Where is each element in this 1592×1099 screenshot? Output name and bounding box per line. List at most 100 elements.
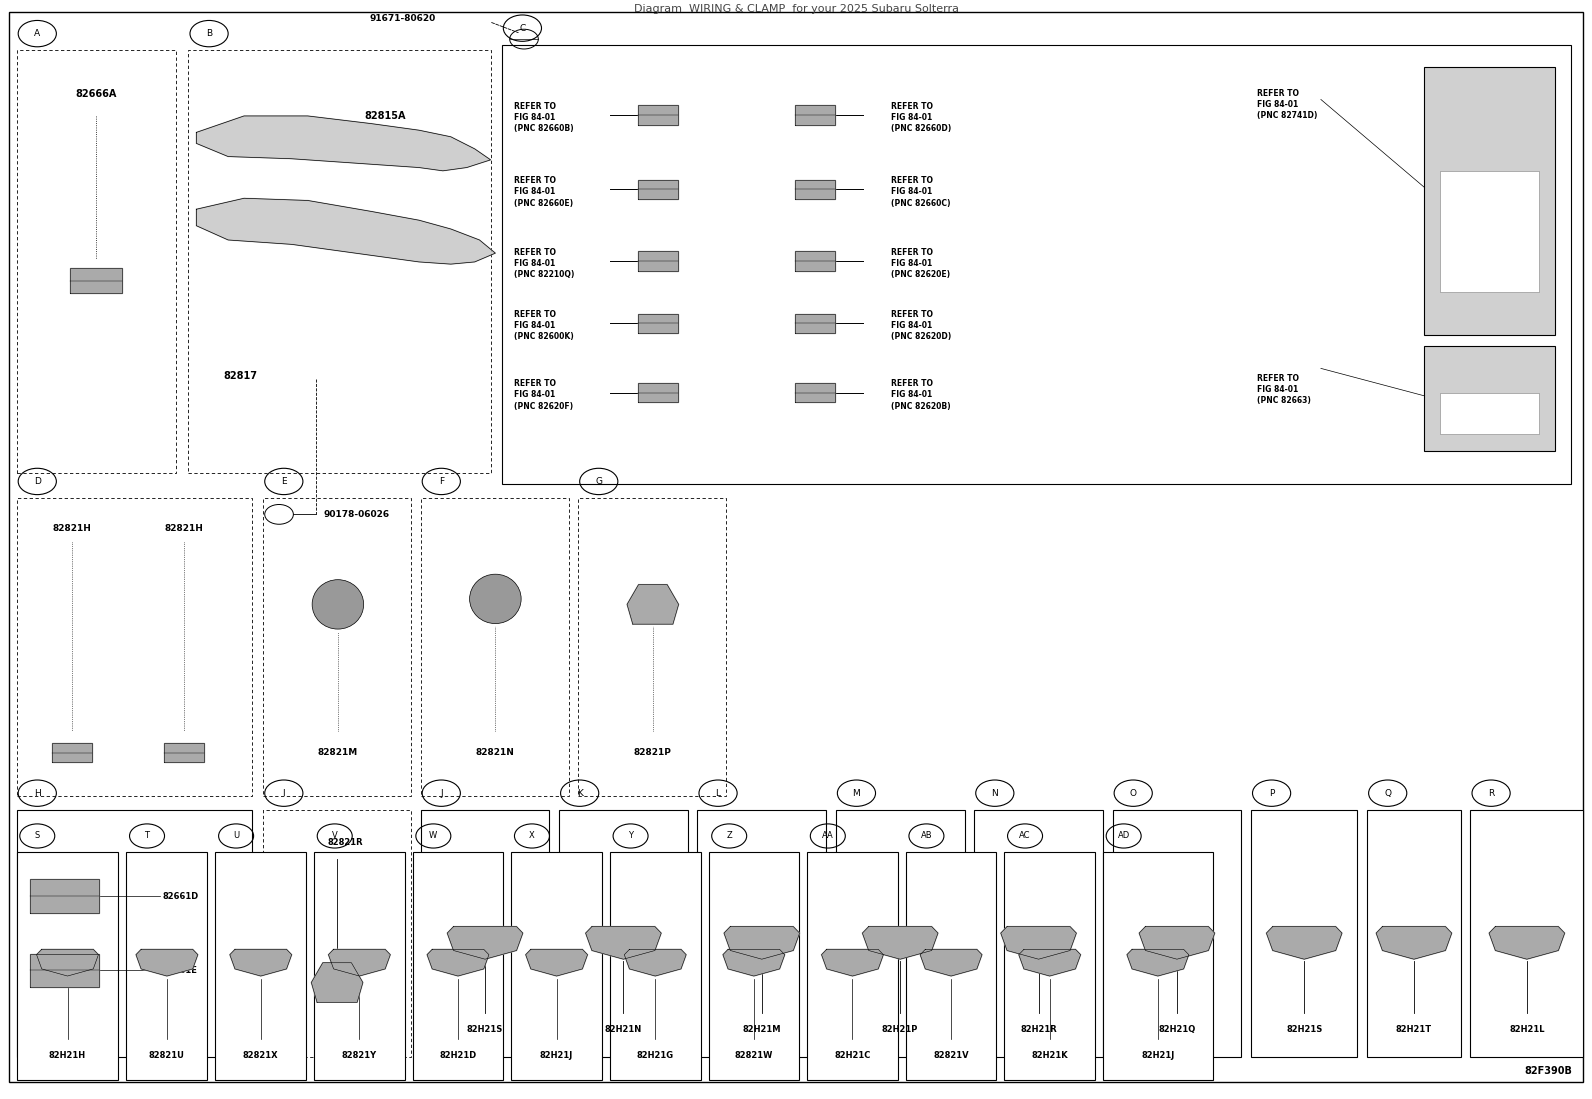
Text: REFER TO
FIG 84-01
(PNC 82741D): REFER TO FIG 84-01 (PNC 82741D)	[1258, 89, 1318, 120]
Text: T: T	[145, 832, 150, 841]
Text: REFER TO
FIG 84-01
(PNC 82600K): REFER TO FIG 84-01 (PNC 82600K)	[514, 310, 575, 342]
Text: 82H21D: 82H21D	[439, 1051, 476, 1061]
Polygon shape	[863, 926, 938, 959]
Text: 82F390B: 82F390B	[1525, 1066, 1573, 1076]
Polygon shape	[794, 252, 836, 270]
Text: I: I	[282, 789, 285, 798]
Polygon shape	[637, 252, 678, 270]
Polygon shape	[164, 743, 204, 763]
Text: 82821N: 82821N	[476, 748, 514, 757]
Bar	[1251, 810, 1358, 1056]
Polygon shape	[30, 954, 99, 987]
Bar	[16, 51, 175, 473]
Bar	[697, 810, 826, 1056]
Text: 82H21S: 82H21S	[1286, 1024, 1323, 1034]
Polygon shape	[624, 950, 686, 976]
Bar	[1368, 810, 1461, 1056]
Bar	[420, 810, 549, 1056]
Polygon shape	[53, 743, 92, 763]
Bar	[511, 853, 602, 1079]
Text: 82661D: 82661D	[162, 891, 199, 900]
Text: REFER TO
FIG 84-01
(PNC 82620F): REFER TO FIG 84-01 (PNC 82620F)	[514, 379, 573, 411]
Polygon shape	[1140, 926, 1215, 959]
Polygon shape	[821, 950, 884, 976]
Text: 82H21J: 82H21J	[540, 1051, 573, 1061]
Bar	[906, 853, 997, 1079]
Text: U: U	[232, 832, 239, 841]
Text: 82821H: 82821H	[164, 524, 204, 533]
Bar	[578, 498, 726, 797]
Polygon shape	[1019, 950, 1081, 976]
Text: AC: AC	[1019, 832, 1030, 841]
Polygon shape	[794, 382, 836, 402]
Text: 90178-06026: 90178-06026	[323, 510, 390, 519]
Polygon shape	[637, 106, 678, 124]
Polygon shape	[196, 198, 495, 264]
Bar	[1005, 853, 1095, 1079]
Polygon shape	[1001, 926, 1076, 959]
Polygon shape	[1489, 926, 1565, 959]
Polygon shape	[30, 879, 99, 912]
Polygon shape	[37, 950, 99, 976]
Bar	[807, 853, 898, 1079]
Bar	[412, 853, 503, 1079]
Polygon shape	[1127, 950, 1189, 976]
Text: C: C	[519, 24, 525, 33]
Polygon shape	[637, 382, 678, 402]
Polygon shape	[1266, 926, 1342, 959]
Text: 82815A: 82815A	[365, 111, 406, 121]
Text: X: X	[529, 832, 535, 841]
Text: 82821W: 82821W	[734, 1051, 774, 1061]
Bar	[1425, 346, 1555, 451]
Polygon shape	[794, 106, 836, 124]
Bar	[1103, 853, 1213, 1079]
Bar	[314, 853, 404, 1079]
Text: REFER TO
FIG 84-01
(PNC 82620E): REFER TO FIG 84-01 (PNC 82620E)	[892, 247, 950, 279]
Text: L: L	[715, 789, 721, 798]
Text: 82H21K: 82H21K	[1032, 1051, 1068, 1061]
Text: V: V	[331, 832, 338, 841]
Text: Y: Y	[629, 832, 634, 841]
Text: D: D	[33, 477, 41, 486]
Text: AD: AD	[1118, 832, 1130, 841]
Text: REFER TO
FIG 84-01
(PNC 82660B): REFER TO FIG 84-01 (PNC 82660B)	[514, 102, 575, 133]
Text: AA: AA	[821, 832, 834, 841]
Bar	[263, 498, 411, 797]
Bar	[708, 853, 799, 1079]
Ellipse shape	[312, 579, 363, 629]
Text: 82H21L: 82H21L	[1509, 1024, 1544, 1034]
Text: 82H21R: 82H21R	[1020, 1024, 1057, 1034]
Bar	[974, 810, 1103, 1056]
Polygon shape	[920, 950, 982, 976]
Polygon shape	[637, 313, 678, 333]
Text: 82H21Q: 82H21Q	[1159, 1024, 1196, 1034]
Text: G: G	[595, 477, 602, 486]
Text: 82H21P: 82H21P	[882, 1024, 919, 1034]
Bar	[1425, 67, 1555, 335]
Text: 82H21N: 82H21N	[605, 1024, 642, 1034]
Text: REFER TO
FIG 84-01
(PNC 82660C): REFER TO FIG 84-01 (PNC 82660C)	[892, 176, 950, 208]
Text: Q: Q	[1383, 789, 1391, 798]
Text: 82H21S: 82H21S	[466, 1024, 503, 1034]
Polygon shape	[724, 926, 799, 959]
Text: 82H21C: 82H21C	[834, 1051, 871, 1061]
Text: REFER TO
FIG 84-01
(PNC 82620D): REFER TO FIG 84-01 (PNC 82620D)	[892, 310, 952, 342]
Text: K: K	[576, 789, 583, 798]
Text: 82661E: 82661E	[162, 966, 197, 975]
Ellipse shape	[470, 574, 521, 623]
Text: A: A	[33, 29, 40, 38]
Polygon shape	[723, 950, 785, 976]
Text: 91671-80620: 91671-80620	[369, 14, 436, 23]
Bar	[610, 853, 700, 1079]
Text: 82H21G: 82H21G	[637, 1051, 673, 1061]
Bar	[188, 51, 490, 473]
Bar	[1113, 810, 1242, 1056]
Polygon shape	[447, 926, 522, 959]
Text: 82821H: 82821H	[53, 524, 92, 533]
Polygon shape	[525, 950, 587, 976]
Text: M: M	[853, 789, 860, 798]
Polygon shape	[794, 180, 836, 199]
Text: 82H21H: 82H21H	[49, 1051, 86, 1061]
Text: REFER TO
FIG 84-01
(PNC 82620B): REFER TO FIG 84-01 (PNC 82620B)	[892, 379, 950, 411]
Bar	[1471, 810, 1584, 1056]
